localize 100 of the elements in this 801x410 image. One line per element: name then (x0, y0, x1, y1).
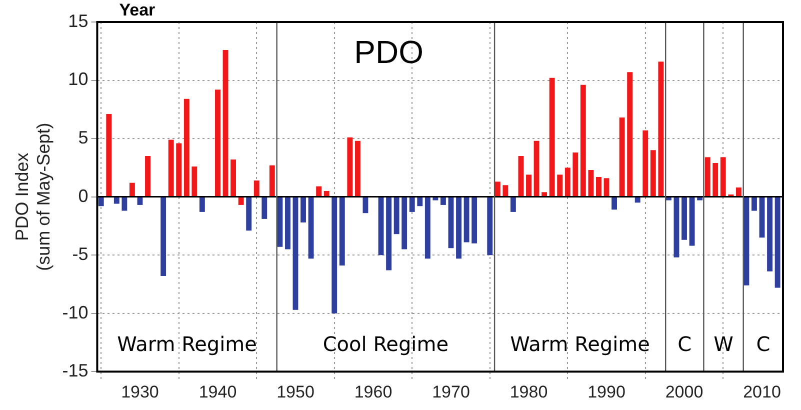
y-tick-label: 5 (78, 128, 88, 148)
y-tick-label: -15 (62, 360, 88, 381)
bar (129, 182, 135, 196)
x-tick-label: 1940 (198, 382, 237, 402)
bar (682, 197, 687, 240)
bar (192, 166, 198, 196)
bar (308, 197, 314, 259)
bar (292, 197, 298, 310)
annotation: Warm Regime (510, 332, 650, 356)
bar (176, 143, 182, 196)
bar (744, 197, 750, 286)
bar (324, 190, 330, 196)
bar (588, 170, 594, 196)
bar (417, 197, 423, 206)
bar (114, 197, 120, 204)
annotation: Warm Regime (117, 332, 257, 356)
bar (277, 197, 283, 247)
bar (767, 197, 773, 272)
bar (362, 197, 368, 214)
bar (106, 114, 112, 196)
bar (184, 98, 190, 196)
bar (774, 197, 780, 288)
bar (666, 197, 672, 200)
bar (472, 197, 478, 244)
bar (494, 182, 500, 196)
bar (542, 192, 548, 196)
bar (510, 197, 516, 212)
bar (448, 197, 454, 248)
bar (269, 165, 275, 196)
bar (464, 197, 470, 242)
bar (564, 168, 570, 196)
bar (215, 90, 220, 196)
x-tick-label: 2010 (743, 382, 781, 402)
bar (332, 197, 338, 314)
x-tick-label: 1930 (121, 382, 159, 402)
bar (712, 163, 718, 196)
bar (378, 197, 384, 256)
bar (502, 185, 508, 196)
x-tick-label: 1950 (276, 382, 314, 402)
bar (487, 197, 493, 256)
y-axis-title: PDO Index (sum of May-Sept) (12, 122, 54, 271)
y-tick-label: 0 (78, 186, 88, 206)
bar (440, 197, 446, 205)
bar (619, 118, 625, 196)
bar (650, 150, 656, 196)
bar (580, 84, 586, 196)
bar (246, 197, 252, 231)
y-tick-label: -10 (62, 302, 88, 322)
bar (534, 140, 540, 196)
bar (634, 197, 640, 203)
bar (347, 137, 353, 196)
y-tick-label: -5 (72, 244, 88, 264)
bar (456, 197, 462, 259)
chart-title: PDO (354, 34, 424, 70)
bar (572, 152, 578, 196)
annotation: Cool Regime (322, 332, 449, 356)
bar (409, 197, 415, 212)
bar (316, 186, 322, 196)
bar (518, 156, 524, 196)
y-tick-label: 15 (68, 10, 88, 31)
x-tick-label: 1990 (588, 382, 626, 402)
bar (386, 197, 392, 270)
bar (689, 197, 695, 246)
bar (145, 156, 150, 196)
bar (168, 140, 174, 196)
x-tick-label: 1980 (510, 382, 548, 402)
bar (736, 187, 742, 196)
bar (354, 140, 360, 196)
bar (122, 197, 128, 211)
annotation: C (678, 332, 692, 356)
bar (549, 78, 555, 196)
bar (230, 160, 236, 196)
y-tick-label: 10 (68, 69, 88, 90)
bar (402, 197, 408, 250)
bar (557, 174, 563, 196)
bar (432, 197, 438, 200)
bar (199, 197, 205, 212)
bar (759, 197, 765, 238)
bar (254, 180, 260, 196)
x-tick-label: 2000 (665, 382, 704, 402)
bar (658, 62, 664, 196)
bar (339, 197, 345, 266)
bar (300, 197, 306, 222)
bar (160, 197, 166, 276)
bar (697, 197, 703, 200)
bar (238, 197, 244, 205)
bar (526, 174, 532, 196)
x-axis-title: Year (119, 0, 156, 20)
bar (137, 197, 143, 205)
bar (704, 157, 710, 196)
bar (604, 178, 610, 196)
bar (262, 197, 268, 219)
x-tick-label: 1970 (432, 382, 470, 402)
bar (674, 197, 680, 258)
bar (394, 197, 400, 234)
bar (642, 130, 648, 196)
annotation: W (714, 332, 734, 356)
x-tick-label: 1960 (354, 382, 392, 402)
bar (98, 197, 104, 206)
bar (222, 50, 228, 196)
